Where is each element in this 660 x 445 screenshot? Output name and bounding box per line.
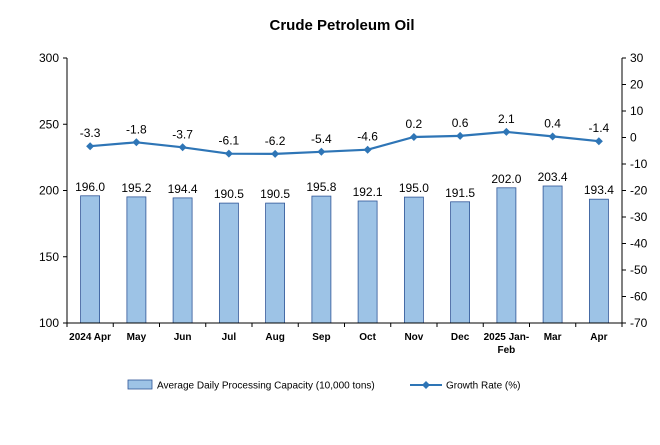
bar bbox=[450, 201, 471, 324]
growth-rate-label: 0.6 bbox=[452, 116, 469, 130]
growth-rate-label: -5.4 bbox=[311, 132, 332, 146]
x-tick-label: Oct bbox=[359, 332, 376, 343]
growth-rate-label: -6.1 bbox=[219, 134, 240, 148]
growth-rate-marker bbox=[409, 132, 418, 141]
growth-rate-line bbox=[90, 130, 600, 156]
growth-rate-marker bbox=[86, 142, 95, 151]
bar bbox=[80, 195, 100, 324]
growth-rate-label: -1.4 bbox=[589, 121, 610, 135]
bar-value-label: 203.4 bbox=[538, 170, 568, 184]
bar-value-label: 191.5 bbox=[445, 186, 475, 200]
bar-group: 196.0 195.2 194.4 190.5 190.5 195.8 192.1 195.0… bbox=[75, 170, 614, 324]
axes: 100 150 200 250 300 -70 -60 -50 -40 -30 -20 -10 0 10 2… bbox=[39, 51, 648, 356]
bar-value-label: 196.0 bbox=[75, 180, 105, 194]
growth-rate-label: 0.2 bbox=[406, 117, 423, 131]
growth-rate-label: -4.6 bbox=[357, 130, 378, 144]
bar bbox=[311, 195, 332, 324]
legend-line-marker bbox=[422, 381, 430, 389]
left-tick-label: 150 bbox=[39, 250, 59, 264]
legend-bar-label: Average Daily Processing Capacity (10,00… bbox=[157, 381, 375, 392]
growth-rate-label: -1.8 bbox=[126, 122, 147, 136]
bar-value-label: 195.0 bbox=[399, 181, 429, 195]
right-tick-label: -10 bbox=[630, 157, 648, 171]
legend-bar-swatch bbox=[127, 379, 153, 390]
chart-title: Crude Petroleum Oil bbox=[269, 17, 414, 34]
legend-line-label: Growth Rate (%) bbox=[446, 381, 520, 392]
left-tick-label: 200 bbox=[39, 184, 59, 198]
growth-rate-marker bbox=[502, 127, 511, 136]
bar bbox=[357, 200, 378, 324]
growth-rate-label: -3.7 bbox=[172, 127, 193, 141]
growth-rate-marker bbox=[178, 143, 187, 152]
x-tick-label: Sep bbox=[312, 332, 330, 343]
right-tick-label: -50 bbox=[630, 263, 648, 277]
growth-rate-marker bbox=[317, 147, 326, 156]
right-tick-label: -40 bbox=[630, 237, 648, 251]
right-tick-label: 20 bbox=[630, 78, 644, 92]
growth-rate-label: 0.4 bbox=[544, 116, 561, 130]
x-tick-label: May bbox=[127, 332, 147, 343]
left-tick-label: 100 bbox=[39, 316, 59, 330]
growth-rate-marker bbox=[271, 149, 280, 158]
bar-value-label: 195.8 bbox=[306, 180, 336, 194]
growth-rate-marker bbox=[548, 132, 557, 141]
bar bbox=[265, 202, 286, 324]
growth-rate-marker bbox=[224, 149, 233, 158]
x-tick-label: Mar bbox=[544, 332, 562, 343]
bar-value-label: 195.2 bbox=[121, 181, 151, 195]
growth-rate-label: -6.2 bbox=[265, 134, 286, 148]
bar bbox=[589, 198, 609, 324]
bar bbox=[542, 185, 563, 324]
bar bbox=[172, 197, 193, 324]
bar-value-label: 190.5 bbox=[214, 187, 244, 201]
growth-rate-label: 2.1 bbox=[498, 112, 515, 126]
bar bbox=[403, 196, 424, 324]
right-tick-label: -60 bbox=[630, 290, 648, 304]
right-tick-label: -70 bbox=[630, 316, 648, 330]
bar-value-label: 192.1 bbox=[353, 185, 383, 199]
x-tick-label: Apr bbox=[590, 332, 607, 343]
x-tick-label: 2025 Jan-Feb bbox=[484, 332, 530, 356]
bar bbox=[496, 187, 517, 324]
legend: Average Daily Processing Capacity (10,00… bbox=[127, 379, 520, 392]
x-tick-label: Aug bbox=[265, 332, 284, 343]
bar bbox=[126, 196, 147, 324]
right-tick-label: -30 bbox=[630, 210, 648, 224]
growth-rate-marker bbox=[363, 145, 372, 154]
bar-value-label: 202.0 bbox=[491, 172, 521, 186]
right-tick-label: 0 bbox=[630, 131, 637, 145]
x-tick-label: Jun bbox=[174, 332, 192, 343]
left-tick-label: 250 bbox=[39, 117, 59, 131]
growth-rate-marker bbox=[132, 138, 141, 147]
right-tick-label: 10 bbox=[630, 104, 644, 118]
x-tick-label: Nov bbox=[404, 332, 423, 343]
bar-value-label: 190.5 bbox=[260, 187, 290, 201]
left-tick-label: 300 bbox=[39, 51, 59, 65]
growth-line-group: -3.3 -1.8 -3.7 -6.1 -6.2 -5.4 -4.6 0.2 0.6 2.1 0.4… bbox=[80, 112, 610, 158]
x-tick-label: Dec bbox=[451, 332, 470, 343]
x-tick-label: Jul bbox=[222, 332, 237, 343]
right-tick-label: -20 bbox=[630, 184, 648, 198]
bar bbox=[218, 202, 239, 324]
growth-rate-marker bbox=[456, 131, 465, 140]
growth-rate-label: -3.3 bbox=[80, 126, 101, 140]
right-tick-label: 30 bbox=[630, 51, 644, 65]
bar-value-label: 193.4 bbox=[584, 183, 614, 197]
bar-value-label: 194.4 bbox=[168, 182, 198, 196]
growth-rate-marker bbox=[594, 137, 603, 146]
x-tick-label: 2024 Apr bbox=[69, 332, 111, 343]
